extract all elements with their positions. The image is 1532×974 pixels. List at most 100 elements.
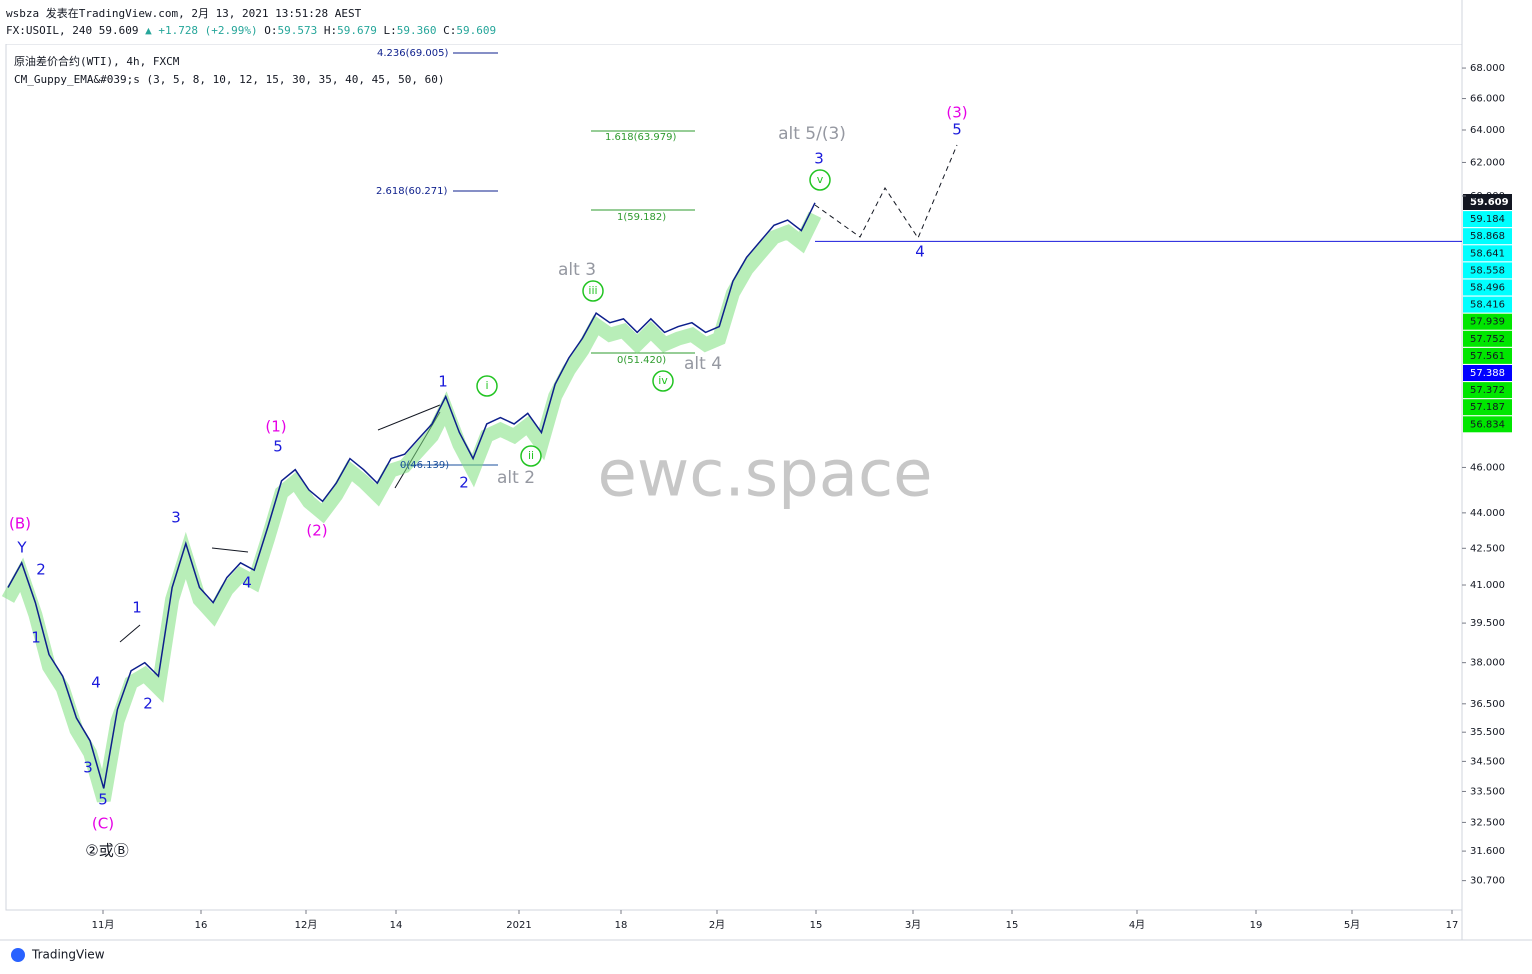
wave-label: ②或Ⓑ bbox=[85, 842, 128, 860]
quote-part: ▲ +1.728 (+2.99%) bbox=[145, 24, 258, 37]
y-tick-label: 66.000 bbox=[1470, 94, 1505, 105]
price-tag-label: 58.416 bbox=[1470, 300, 1505, 311]
x-tick-label: 19 bbox=[1250, 920, 1263, 931]
wave-label: (1) bbox=[265, 418, 286, 436]
x-tick-label: 14 bbox=[390, 920, 403, 931]
price-tag bbox=[1463, 279, 1512, 296]
wave-label: alt 4 bbox=[684, 354, 722, 374]
y-tick-label: 31.600 bbox=[1470, 846, 1505, 857]
y-tick-label: 62.000 bbox=[1470, 157, 1505, 168]
price-tag-label: 59.609 bbox=[1470, 197, 1509, 208]
price-tag bbox=[1463, 365, 1512, 381]
x-tick-label: 3月 bbox=[905, 919, 921, 931]
y-tick-label: 39.500 bbox=[1470, 618, 1505, 629]
x-tick-label: 15 bbox=[1006, 920, 1019, 931]
x-tick-label: 2021 bbox=[506, 920, 531, 931]
header-bg bbox=[0, 0, 1532, 44]
wave-label: 5 bbox=[952, 121, 962, 139]
y-tick-label: 34.500 bbox=[1470, 756, 1505, 767]
wave-label: 1 bbox=[31, 629, 41, 647]
quote-part: H: bbox=[317, 24, 337, 37]
quote-part: O: bbox=[258, 24, 278, 37]
wave-label: (2) bbox=[306, 522, 327, 540]
y-tick-label: 46.000 bbox=[1470, 462, 1505, 473]
price-tag bbox=[1463, 194, 1512, 210]
price-tag-label: 57.372 bbox=[1470, 385, 1505, 396]
price-tag-label: 58.558 bbox=[1470, 265, 1505, 276]
plot-frame bbox=[5, 43, 1463, 911]
wave-label: 1 bbox=[132, 599, 142, 617]
price-tag bbox=[1463, 347, 1512, 364]
wave-label: (B) bbox=[9, 515, 31, 533]
projection-path bbox=[814, 144, 958, 240]
wave-label: 5 bbox=[273, 438, 283, 456]
indicator-label: CM_Guppy_EMA&#039;s (3, 5, 8, 10, 12, 15… bbox=[14, 73, 444, 86]
quote-part: 59.679 bbox=[337, 24, 377, 37]
x-tick-label: 4月 bbox=[1129, 919, 1145, 931]
fib-lines bbox=[400, 52, 695, 466]
wave-label: 5 bbox=[98, 791, 108, 809]
wave-label: ii bbox=[528, 449, 534, 462]
price-tag-label: 57.187 bbox=[1470, 402, 1505, 413]
wave-label: alt 3 bbox=[558, 260, 596, 280]
y-tick-label: 64.000 bbox=[1470, 125, 1505, 136]
header-quote: FX:USOIL, 240 59.609 ▲ +1.728 (+2.99%) O… bbox=[6, 24, 496, 37]
price-tag-label: 59.184 bbox=[1470, 214, 1505, 225]
wave-label: 4 bbox=[915, 243, 925, 261]
wave-circle bbox=[809, 169, 831, 191]
footer-brand: TradingView bbox=[31, 948, 105, 962]
y-tick-label: 68.000 bbox=[1470, 63, 1505, 74]
watermark: ewc.space bbox=[598, 438, 933, 512]
y-tick-label: 42.500 bbox=[1470, 543, 1505, 554]
y-tick-label: 36.500 bbox=[1470, 699, 1505, 710]
price-tag bbox=[1463, 382, 1512, 399]
price-tag bbox=[1463, 228, 1512, 245]
wave-circle bbox=[476, 375, 498, 397]
price-tag bbox=[1463, 296, 1512, 313]
price-tag bbox=[1463, 416, 1512, 433]
y-tick-label: 41.000 bbox=[1470, 580, 1505, 591]
fib-label: 1.618(63.979) bbox=[605, 132, 677, 143]
x-tick-label: 18 bbox=[615, 920, 628, 931]
quote-part: C: bbox=[437, 24, 457, 37]
price-line bbox=[7, 202, 816, 789]
price-tag bbox=[1463, 245, 1512, 262]
fib-label: 4.236(69.005) bbox=[377, 48, 449, 59]
tv-logo bbox=[11, 948, 25, 962]
y-tick-label: 44.000 bbox=[1470, 508, 1505, 519]
quote-part: FX:USOIL, 240 59.609 bbox=[6, 24, 145, 37]
x-tick-label: 16 bbox=[195, 920, 208, 931]
wave-label: (3) bbox=[946, 104, 967, 122]
wave-label: 4 bbox=[91, 674, 101, 692]
wave-label: 3 bbox=[83, 759, 93, 777]
wave-circle bbox=[582, 280, 604, 302]
quote-part: L: bbox=[377, 24, 397, 37]
fib-label: 1(59.182) bbox=[617, 212, 666, 223]
wave-label: alt 5/(3) bbox=[778, 124, 846, 144]
price-tag bbox=[1463, 313, 1512, 330]
wave-label: 4 bbox=[242, 574, 252, 592]
y-tick-label: 35.500 bbox=[1470, 727, 1505, 738]
wave-label: i bbox=[485, 379, 488, 392]
y-tick-label: 32.500 bbox=[1470, 817, 1505, 828]
price-tag-label: 58.868 bbox=[1470, 231, 1505, 242]
price-tag-label: 56.834 bbox=[1470, 419, 1505, 430]
wave-circle bbox=[520, 445, 542, 467]
quote-part: 59.609 bbox=[456, 24, 496, 37]
fib-label: 0(46.139) bbox=[400, 460, 449, 471]
symbol-label: 原油差价合约(WTI), 4h, FXCM bbox=[14, 54, 180, 68]
wave-label: 2 bbox=[459, 474, 469, 492]
wave-circle bbox=[652, 370, 674, 392]
price-tag-label: 57.561 bbox=[1470, 351, 1505, 362]
quote-part: 59.573 bbox=[278, 24, 318, 37]
x-tick-label: 11月 bbox=[92, 919, 115, 931]
wave-label: 2 bbox=[36, 561, 46, 579]
x-tick-label: 2月 bbox=[709, 919, 725, 931]
price-tag-label: 58.496 bbox=[1470, 283, 1505, 294]
quote-part: 59.360 bbox=[397, 24, 437, 37]
x-tick-label: 15 bbox=[810, 920, 823, 931]
price-tag-label: 57.939 bbox=[1470, 317, 1505, 328]
wave-label: (C) bbox=[92, 815, 114, 833]
